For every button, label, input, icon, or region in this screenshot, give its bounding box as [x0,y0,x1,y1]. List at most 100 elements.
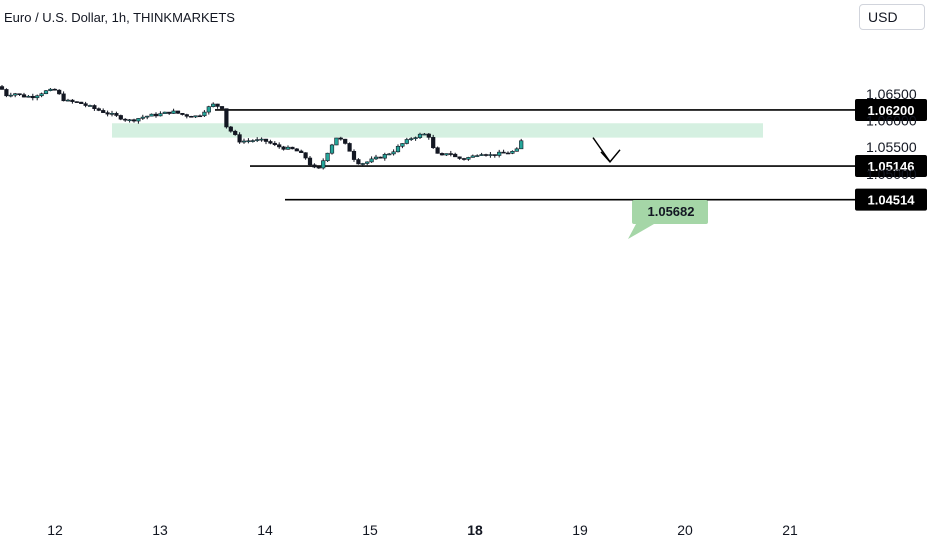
candle[interactable] [17,93,22,96]
candle[interactable] [215,103,220,109]
candle[interactable] [413,136,418,141]
candle[interactable] [241,138,247,144]
candle[interactable] [321,158,326,170]
candle[interactable] [202,110,207,117]
candle[interactable] [382,152,387,161]
candle[interactable] [316,166,321,169]
candle[interactable] [431,134,436,149]
candle[interactable] [180,112,185,116]
candle[interactable] [184,113,189,119]
candle[interactable] [290,146,295,150]
candle[interactable] [171,108,176,114]
candle[interactable] [387,152,392,156]
candle[interactable] [519,138,524,150]
candle[interactable] [48,88,53,92]
candle[interactable] [118,114,123,121]
candle[interactable] [303,152,308,160]
candle[interactable] [409,137,414,141]
price-axis[interactable]: 1.06500 1.06000 1.05500 1.05000 [866,86,917,182]
candle[interactable] [109,110,115,117]
candle[interactable] [211,102,216,108]
candle[interactable] [228,125,233,133]
candle[interactable] [466,156,471,161]
candle[interactable] [277,142,282,149]
candle[interactable] [197,114,203,118]
candle[interactable] [237,132,242,144]
candle[interactable] [347,142,352,152]
candle[interactable] [0,85,5,90]
candle[interactable] [101,108,106,113]
time-axis[interactable]: 12 13 14 15 18 19 20 21 [47,522,798,538]
candle[interactable] [175,110,181,115]
candle[interactable] [329,143,335,155]
candle[interactable] [435,146,440,154]
candle[interactable] [510,150,515,155]
candle[interactable] [285,145,291,150]
candle[interactable] [61,91,66,102]
candle[interactable] [140,114,145,120]
candle[interactable] [479,152,484,156]
candle[interactable] [167,111,172,115]
candle[interactable] [153,112,159,118]
candle[interactable] [312,163,317,169]
candle[interactable] [13,92,18,98]
candle[interactable] [65,98,71,102]
candle[interactable] [57,89,62,95]
candle[interactable] [395,144,401,153]
candle[interactable] [404,137,409,145]
candle[interactable] [391,149,396,156]
candle[interactable] [334,137,339,146]
candle[interactable] [294,148,299,152]
candle[interactable] [268,139,273,145]
candle[interactable] [343,138,348,145]
candle[interactable] [453,152,458,158]
candle[interactable] [475,154,480,158]
candle[interactable] [281,145,286,151]
candle[interactable] [127,119,132,123]
candle[interactable] [70,99,75,104]
candle[interactable] [224,108,229,129]
candle[interactable] [92,104,97,111]
candle[interactable] [307,156,313,166]
candle[interactable] [105,110,110,117]
candle[interactable] [365,161,370,166]
candle[interactable] [219,106,225,110]
candle[interactable] [87,104,93,107]
candle[interactable] [360,162,365,166]
candle[interactable] [162,111,167,114]
currency-selector-button[interactable]: USD [859,4,925,30]
candle[interactable] [505,151,511,155]
candle[interactable] [439,152,445,156]
candle[interactable] [501,149,506,154]
candle[interactable] [325,152,330,163]
candle[interactable] [422,133,427,136]
candle[interactable] [43,89,49,95]
candle[interactable] [52,88,57,91]
candle[interactable] [373,154,379,160]
candle[interactable] [149,113,154,117]
candle[interactable] [259,137,264,142]
resistance-zone[interactable] [112,123,763,138]
candle[interactable] [461,157,467,161]
candle[interactable] [79,101,84,104]
candle[interactable] [83,101,88,108]
candle[interactable] [8,92,13,98]
candle[interactable] [4,88,9,98]
candle[interactable] [131,118,137,123]
candle[interactable] [39,92,44,98]
candle[interactable] [21,92,27,98]
candle[interactable] [272,141,277,147]
candle[interactable] [369,156,374,163]
candle[interactable] [123,118,128,122]
candle[interactable] [145,115,150,120]
candle[interactable] [497,149,502,158]
candle[interactable] [193,115,198,119]
candle[interactable] [30,93,35,101]
candle[interactable] [250,139,255,143]
candle[interactable] [488,152,493,158]
candle[interactable] [114,111,119,117]
candle[interactable] [457,156,462,160]
candle[interactable] [514,147,519,152]
candle[interactable] [158,111,163,117]
